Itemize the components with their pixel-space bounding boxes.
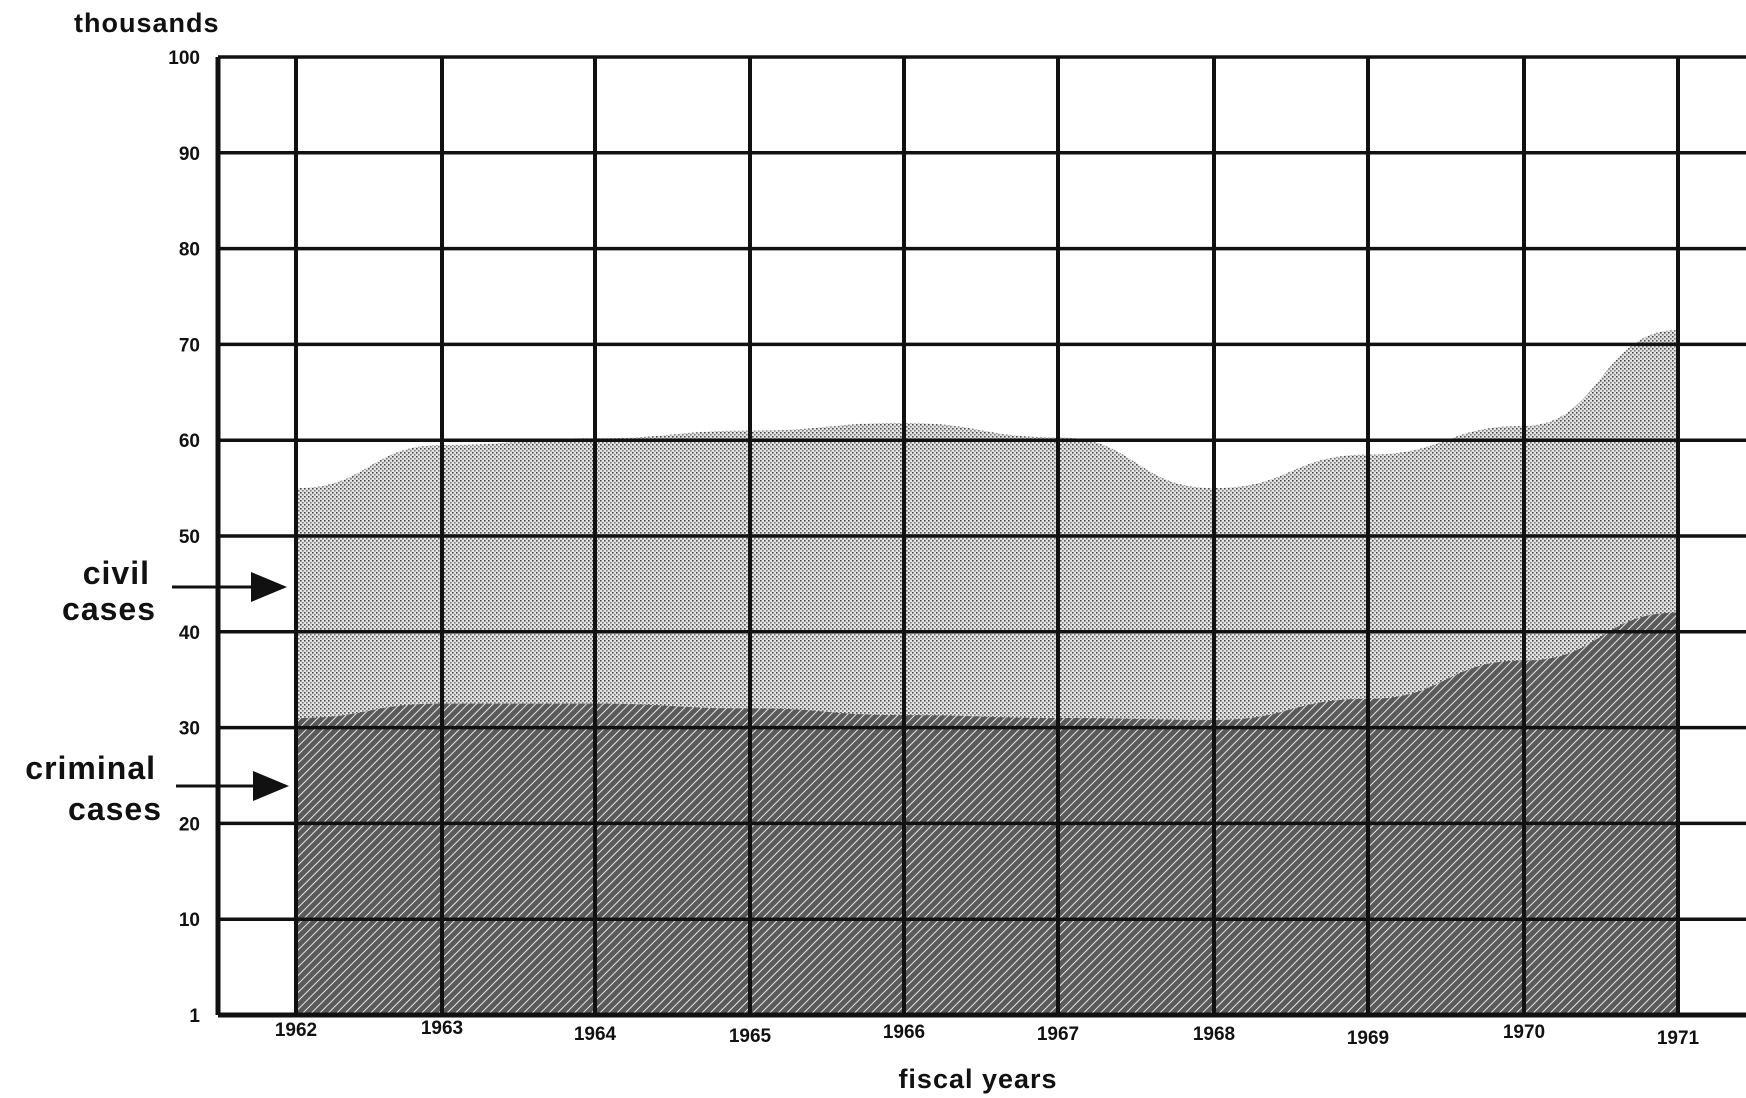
criminal-cases-annotation: criminal cases bbox=[25, 750, 289, 827]
y-tick-label-10: 10 bbox=[179, 910, 200, 931]
y-tick-labels: 1 10 20 30 40 50 60 70 80 90 100 bbox=[168, 48, 200, 1027]
y-tick-label-50: 50 bbox=[179, 527, 200, 548]
x-tick-label-1965: 1965 bbox=[729, 1026, 772, 1047]
y-tick-label-1: 1 bbox=[189, 1006, 200, 1027]
criminal-cases-area bbox=[296, 612, 1678, 1015]
x-tick-label-1964: 1964 bbox=[574, 1024, 617, 1045]
y-tick-label-40: 40 bbox=[179, 623, 200, 644]
x-tick-labels: 1962 1963 1964 1965 1966 1967 1968 1969 1970 1971 bbox=[275, 1018, 1700, 1049]
x-axis-title: fiscal years bbox=[898, 1064, 1057, 1094]
y-tick-label-70: 70 bbox=[179, 335, 200, 356]
grid-layer bbox=[215, 55, 1746, 1018]
criminal-label-line2: cases bbox=[68, 791, 162, 827]
criminal-label-line1: criminal bbox=[25, 750, 156, 786]
x-tick-label-1969: 1969 bbox=[1347, 1028, 1389, 1049]
y-tick-label-30: 30 bbox=[179, 719, 200, 740]
y-tick-label-100: 100 bbox=[168, 48, 200, 69]
y-tick-label-20: 20 bbox=[179, 814, 200, 835]
x-tick-label-1970: 1970 bbox=[1503, 1022, 1545, 1043]
civil-label-line2: cases bbox=[62, 591, 156, 627]
civil-cases-annotation: civil cases bbox=[62, 555, 287, 627]
y-tick-label-80: 80 bbox=[179, 240, 200, 261]
x-tick-label-1971: 1971 bbox=[1657, 1028, 1700, 1049]
y-axis-title: thousands bbox=[74, 8, 220, 38]
x-tick-label-1962: 1962 bbox=[275, 1020, 317, 1041]
civil-label-line1: civil bbox=[83, 555, 150, 591]
areas-layer bbox=[294, 328, 1680, 1015]
x-tick-label-1963: 1963 bbox=[421, 1018, 463, 1039]
x-tick-label-1966: 1966 bbox=[883, 1022, 925, 1043]
x-tick-label-1967: 1967 bbox=[1037, 1024, 1079, 1045]
x-tick-label-1968: 1968 bbox=[1193, 1024, 1235, 1045]
y-tick-label-60: 60 bbox=[179, 431, 200, 452]
y-tick-label-90: 90 bbox=[179, 144, 200, 165]
